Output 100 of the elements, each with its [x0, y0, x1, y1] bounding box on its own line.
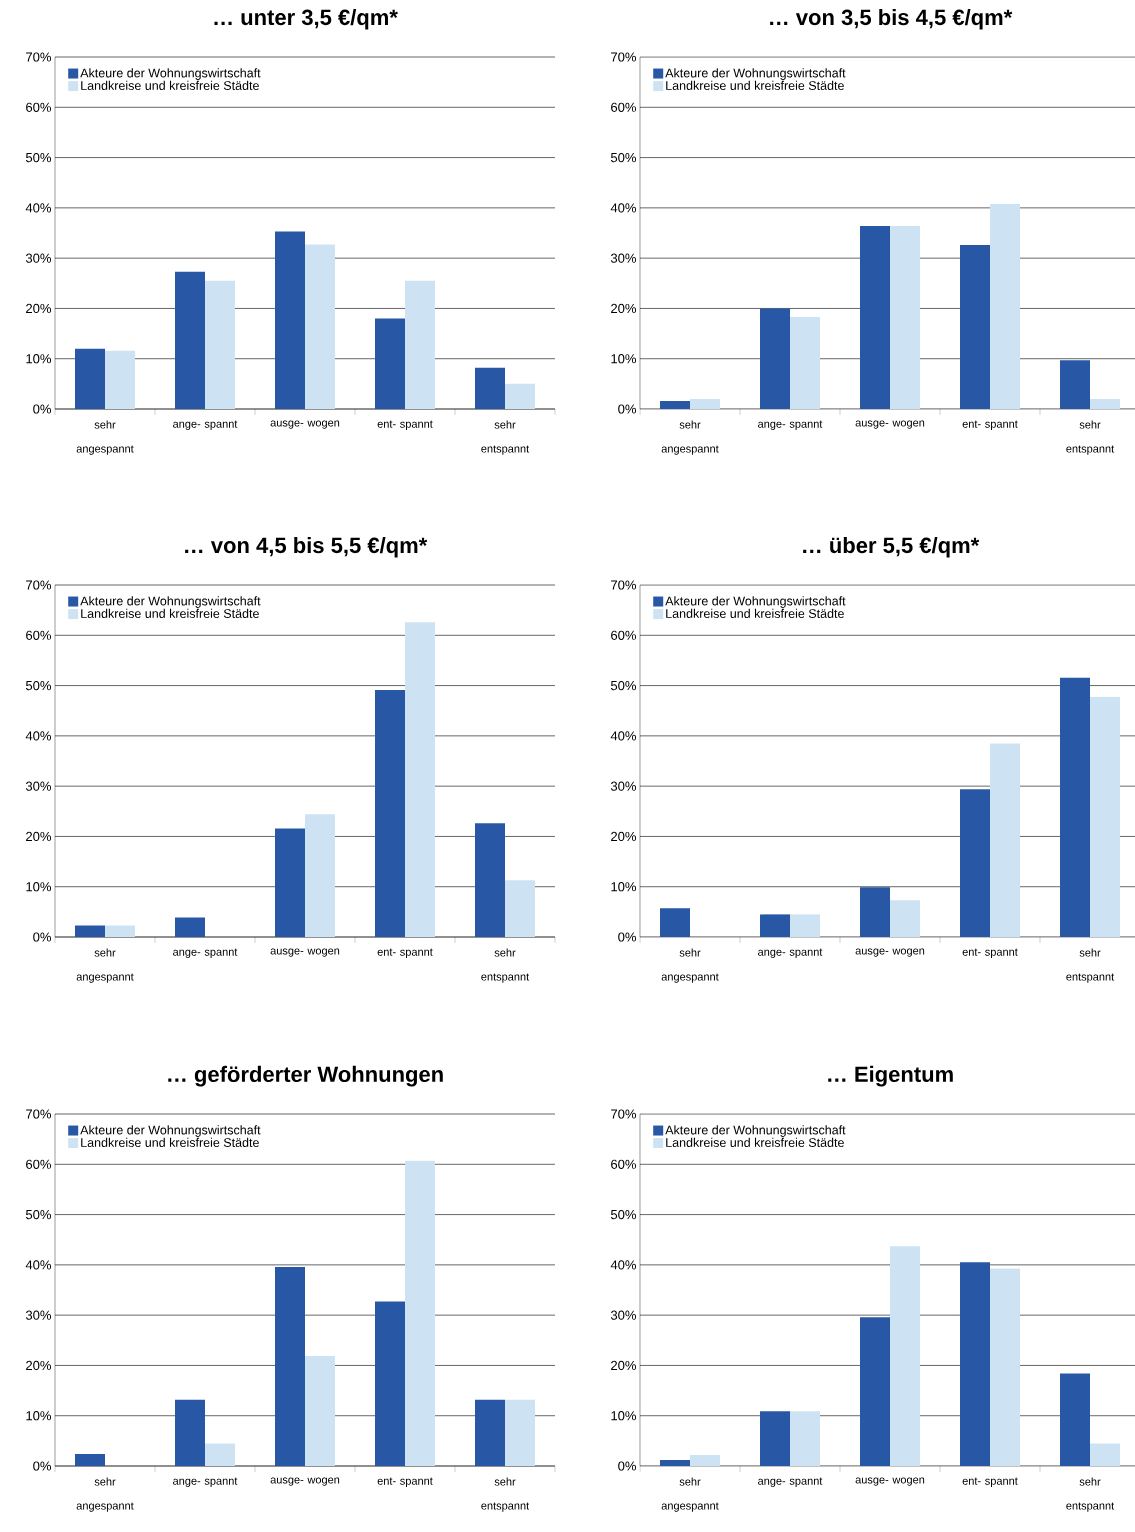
legend-label: Landkreise und kreisfreie Städte — [666, 1137, 844, 1147]
y-tick-label: 60% — [611, 1159, 637, 1169]
chart-title: … von 3,5 bis 4,5 €/qm* — [770, 8, 1013, 30]
y-tick-label: 10% — [26, 354, 52, 364]
y-tick-label: 10% — [611, 1411, 637, 1421]
bar — [690, 1454, 720, 1467]
bar — [175, 271, 205, 410]
y-tick-label: 40% — [25, 1260, 52, 1270]
legend-label: Akteure der Wohnungswirtschaft — [80, 1125, 261, 1137]
x-tick-label: ange- spannt — [173, 420, 238, 430]
bar — [205, 1443, 235, 1467]
category-label: sehr entspannt — [1066, 948, 1115, 983]
legend-label: Akteure der Wohnungswirtschaft — [665, 68, 846, 80]
y-tick-label: 10% — [26, 882, 52, 892]
chart-title: … unter 3,5 €/qm* — [214, 8, 398, 30]
bar — [890, 900, 920, 938]
x-tick-label: ent- spannt — [377, 1477, 433, 1487]
y-tick-label: 60% — [611, 102, 637, 112]
y-tick-label: 20% — [611, 303, 637, 314]
bar — [790, 914, 820, 938]
x-tick-label: ausge- wogen — [855, 948, 925, 957]
y-tick-label: 20% — [611, 831, 637, 842]
y-tick-label: 0% — [618, 404, 637, 414]
bar — [105, 350, 135, 410]
bar — [790, 1411, 820, 1467]
bar — [990, 1268, 1020, 1467]
bar — [405, 280, 435, 410]
legend-label: Akteure der Wohnungswirtschaft — [665, 1125, 846, 1137]
y-tick-label: 0% — [618, 1461, 637, 1471]
x-tick-label: ange- spannt — [173, 1477, 238, 1487]
x-tick-label: ausge- wogen — [855, 420, 925, 429]
y-tick-label: 60% — [26, 1159, 52, 1169]
bar — [760, 308, 790, 410]
category-label: sehr angespannt — [661, 948, 719, 983]
y-tick-label: 50% — [610, 1209, 637, 1220]
category-label: sehr entspannt — [481, 948, 530, 983]
bar — [305, 814, 335, 938]
bar — [375, 690, 405, 938]
bar — [660, 1459, 690, 1467]
y-tick-label: 30% — [610, 1310, 637, 1320]
bar — [275, 231, 305, 410]
bar — [1090, 1443, 1120, 1467]
bar — [690, 398, 720, 410]
x-tick-label: ent- spannt — [962, 420, 1018, 430]
legend-label: Landkreise und kreisfreie Städte — [666, 608, 844, 618]
bar — [1090, 696, 1120, 938]
x-tick-label: ausge- wogen — [270, 948, 340, 957]
y-tick-label: 20% — [26, 831, 52, 842]
legend-label: Akteure der Wohnungswirtschaft — [665, 596, 846, 608]
bar — [660, 400, 690, 410]
chart-title: … Eigentum — [828, 1065, 953, 1087]
category-label: sehr angespannt — [661, 420, 719, 455]
y-tick-label: 50% — [610, 680, 637, 691]
y-tick-label: 70% — [611, 1109, 637, 1119]
y-tick-label: 20% — [26, 303, 52, 314]
bar — [990, 203, 1020, 410]
y-tick-label: 70% — [26, 1109, 52, 1119]
category-label: sehr entspannt — [1066, 420, 1115, 455]
bar — [890, 225, 920, 410]
x-tick-label: ange- spannt — [758, 420, 823, 430]
y-tick-label: 40% — [610, 203, 637, 213]
bar — [305, 244, 335, 410]
category-label: sehr angespannt — [76, 420, 134, 455]
x-tick-label: ange- spannt — [758, 948, 823, 958]
y-tick-label: 10% — [611, 882, 637, 892]
y-tick-label: 70% — [26, 580, 52, 590]
y-tick-label: 60% — [611, 630, 637, 640]
bar — [75, 1453, 105, 1467]
y-tick-label: 70% — [26, 52, 52, 62]
bar — [760, 1411, 790, 1467]
category-label: sehr angespannt — [76, 948, 134, 983]
chart-title: … geförderter Wohnungen — [168, 1065, 443, 1087]
x-tick-label: ange- spannt — [173, 948, 238, 958]
x-tick-label: ausge- wogen — [855, 1477, 925, 1486]
x-tick-label: ausge- wogen — [270, 1477, 340, 1486]
bar — [505, 383, 535, 410]
y-tick-label: 0% — [33, 932, 52, 942]
bar — [75, 925, 105, 938]
y-tick-label: 0% — [33, 404, 52, 414]
y-tick-label: 30% — [610, 253, 637, 263]
bar — [860, 887, 890, 938]
bar — [505, 880, 535, 938]
bar — [1090, 398, 1120, 410]
legend-label: Landkreise und kreisfreie Städte — [666, 80, 844, 90]
category-label: sehr angespannt — [661, 1477, 719, 1512]
y-tick-label: 60% — [26, 630, 52, 640]
bar — [305, 1355, 335, 1467]
bar — [205, 280, 235, 410]
bar — [760, 914, 790, 938]
y-tick-label: 30% — [25, 781, 52, 791]
y-tick-label: 70% — [611, 52, 637, 62]
y-tick-label: 50% — [25, 1209, 52, 1220]
x-tick-label: ent- spannt — [377, 420, 433, 430]
y-tick-label: 0% — [33, 1461, 52, 1471]
bar — [375, 1301, 405, 1467]
chart-title: … von 4,5 bis 5,5 €/qm* — [185, 536, 428, 558]
x-tick-label: ent- spannt — [962, 1477, 1018, 1487]
bar — [860, 225, 890, 410]
category-label: sehr entspannt — [1066, 1477, 1115, 1512]
bar — [405, 1160, 435, 1467]
